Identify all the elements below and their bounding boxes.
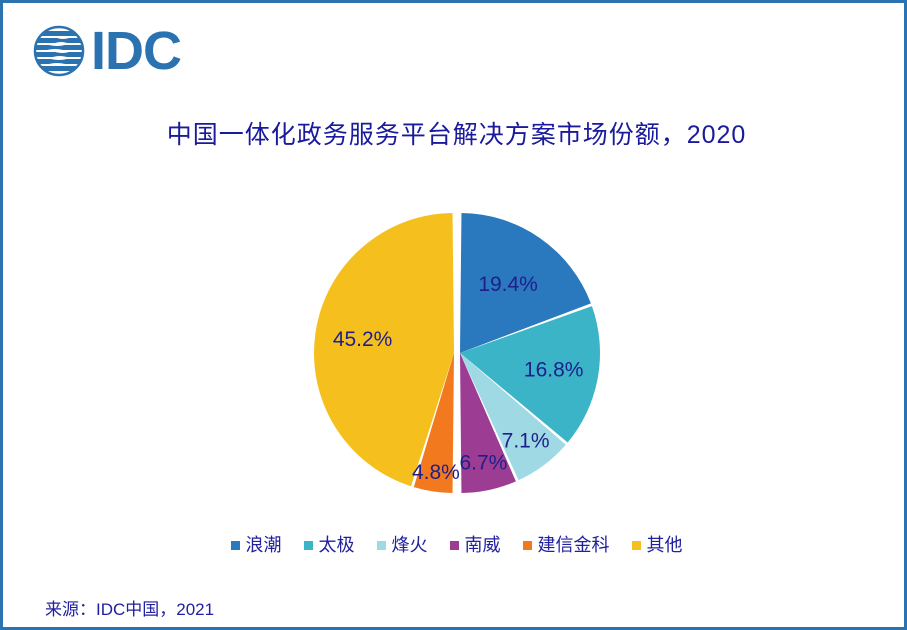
legend-item-1[interactable]: 太极 xyxy=(303,535,355,555)
legend-item-4[interactable]: 建信金科 xyxy=(522,535,610,555)
legend-swatch-icon-5 xyxy=(631,540,641,550)
logo-text: IDC xyxy=(91,21,182,81)
pie-slices xyxy=(314,213,600,493)
legend-swatch-icon-2 xyxy=(376,540,386,550)
legend-label-3: 南威 xyxy=(464,535,501,555)
chart-legend: 浪潮 太极 烽火 南威 建信金科 其他 xyxy=(3,535,907,555)
legend-item-5[interactable]: 其他 xyxy=(631,535,683,555)
pie-slice-0[interactable] xyxy=(460,213,591,353)
pie-label-0: 19.4% xyxy=(478,273,538,296)
globe-icon xyxy=(33,25,85,77)
legend-swatch-icon-1 xyxy=(303,540,313,550)
legend-label-0: 浪潮 xyxy=(245,535,282,555)
legend-swatch-icon-3 xyxy=(449,540,459,550)
pie-slice-2[interactable] xyxy=(460,353,566,481)
pie-label-2: 7.1% xyxy=(502,429,550,452)
idc-logo: IDC xyxy=(33,21,182,81)
legend-item-2[interactable]: 烽火 xyxy=(376,535,428,555)
pie-label-4: 4.8% xyxy=(412,461,460,484)
legend-label-5: 其他 xyxy=(646,535,683,555)
source-note: 来源：IDC中国，2021 xyxy=(45,600,215,619)
chart-title: 中国一体化政务服务平台解决方案市场份额，2020 xyxy=(166,121,747,149)
pie-label-5: 45.2% xyxy=(333,328,393,351)
pie-svg: 19.4% 16.8% 7.1% 6.7% 4.8% 45.2% xyxy=(314,213,600,493)
pie-chart: 19.4% 16.8% 7.1% 6.7% 4.8% 45.2% xyxy=(300,183,630,523)
pie-slice-3[interactable] xyxy=(460,353,516,493)
legend-label-2: 烽火 xyxy=(391,535,428,555)
pie-slice-1[interactable] xyxy=(460,306,600,443)
pie-slice-5[interactable] xyxy=(314,213,454,487)
legend-label-4: 建信金科 xyxy=(537,535,610,555)
pie-slice-labels: 19.4% 16.8% 7.1% 6.7% 4.8% 45.2% xyxy=(333,273,584,484)
legend-item-0[interactable]: 浪潮 xyxy=(230,535,282,555)
pie-label-3: 6.7% xyxy=(459,452,507,475)
legend-label-1: 太极 xyxy=(318,535,355,555)
legend-swatch-icon-0 xyxy=(230,540,240,550)
pie-slice-4[interactable] xyxy=(413,353,454,493)
legend-swatch-icon-4 xyxy=(522,540,532,550)
legend-item-3[interactable]: 南威 xyxy=(449,535,501,555)
pie-label-1: 16.8% xyxy=(524,359,584,382)
